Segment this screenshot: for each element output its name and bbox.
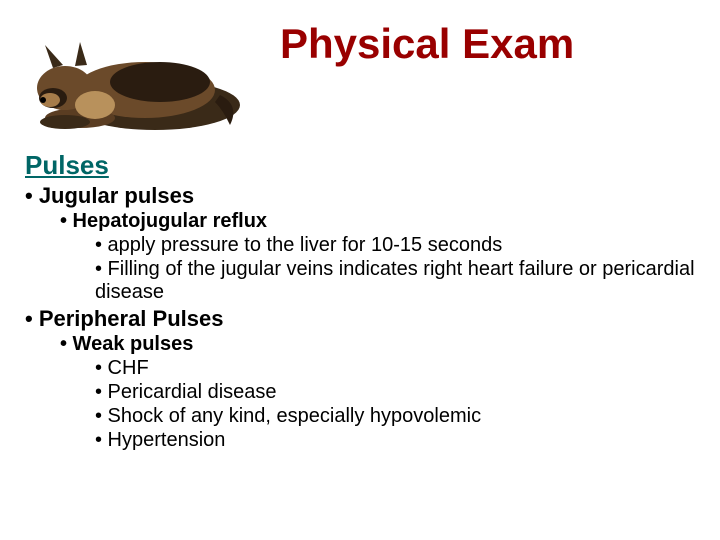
bullet-level3: • Filling of the jugular veins indicates… <box>95 258 695 304</box>
bullet-level3: • Hypertension <box>95 429 695 452</box>
bullet-level3: • apply pressure to the liver for 10-15 … <box>95 234 695 257</box>
slide-container: Physical Exam Pulses • Jugular pulses• H… <box>0 0 720 540</box>
bullet-text: • Jugular pulses <box>25 183 194 208</box>
bullet-text: • Hypertension <box>95 429 225 451</box>
bullet-text: • Hepatojugular reflux <box>60 210 267 232</box>
bullet-text: • Peripheral Pulses <box>25 306 223 331</box>
bullet-level3: • Shock of any kind, especially hypovole… <box>95 405 695 428</box>
bullet-level1: • Jugular pulses <box>25 183 695 209</box>
dog-illustration <box>5 10 245 135</box>
bullet-text: • Shock of any kind, especially hypovole… <box>95 405 481 427</box>
bullet-text: • Weak pulses <box>60 333 193 355</box>
bullet-level3: • CHF <box>95 357 695 380</box>
slide-content: Pulses • Jugular pulses• Hepatojugular r… <box>25 150 695 452</box>
bullet-text: • Filling of the jugular veins indicates… <box>95 258 695 303</box>
section-header: Pulses <box>25 150 695 181</box>
bullet-list: • Jugular pulses• Hepatojugular reflux• … <box>25 183 695 452</box>
bullet-text: • CHF <box>95 357 149 379</box>
bullet-level2: • Weak pulses <box>60 333 695 356</box>
bullet-text: • Pericardial disease <box>95 381 277 403</box>
bullet-level3: • Pericardial disease <box>95 381 695 404</box>
slide-title: Physical Exam <box>280 20 574 68</box>
bullet-level1: • Peripheral Pulses <box>25 306 695 332</box>
bullet-level2: • Hepatojugular reflux <box>60 210 695 233</box>
bullet-text: • apply pressure to the liver for 10-15 … <box>95 234 502 256</box>
